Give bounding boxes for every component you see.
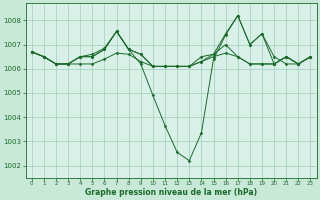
X-axis label: Graphe pression niveau de la mer (hPa): Graphe pression niveau de la mer (hPa) (85, 188, 257, 197)
